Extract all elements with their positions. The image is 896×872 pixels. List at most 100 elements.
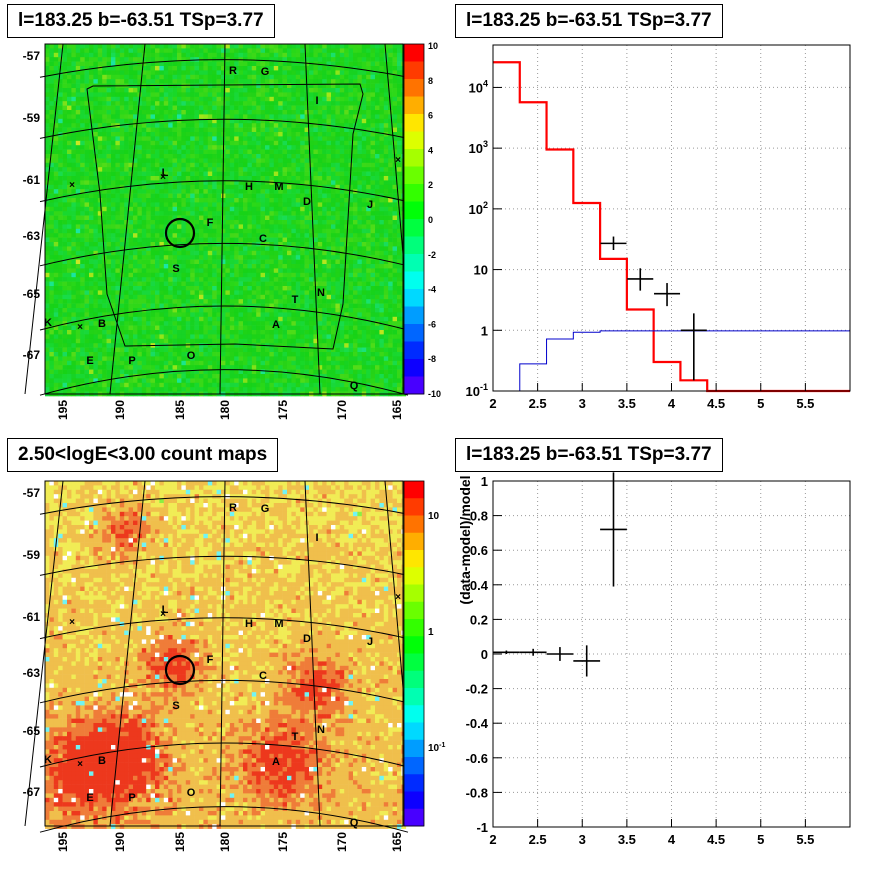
resid-map-pixel <box>133 176 138 181</box>
resid-map-pixel <box>89 180 94 186</box>
resid-map-pixel <box>326 308 332 313</box>
resid-map-pixel <box>243 294 248 300</box>
resid-map-pixel <box>366 290 371 296</box>
resid-map-pixel <box>348 233 354 238</box>
resid-map-pixel <box>260 66 266 71</box>
resid-map-pixel <box>71 303 77 309</box>
resid-map-pixel <box>181 158 187 164</box>
resid-map-pixel <box>335 286 341 291</box>
resid-map-pixel <box>353 272 358 278</box>
resid-map-pixel <box>326 224 332 230</box>
resid-map-pixel <box>177 206 182 212</box>
resid-map-pixel <box>366 92 371 98</box>
resid-map-pixel <box>75 79 81 84</box>
resid-map-pixel <box>155 105 160 111</box>
resid-map-pixel <box>177 149 182 155</box>
resid-map-pixel <box>221 281 226 287</box>
resid-map-pixel <box>84 215 90 221</box>
resid-map-pixel <box>80 83 85 89</box>
resid-map-pixel <box>379 118 385 124</box>
resid-map-pixel <box>102 140 107 146</box>
resid-map-pixel <box>243 299 248 304</box>
resid-map-pixel <box>273 61 279 67</box>
resid-map-pixel <box>159 52 165 58</box>
resid-map-pixel <box>163 79 169 84</box>
resid-map-pixel <box>194 184 200 190</box>
resid-map-pixel <box>155 123 160 128</box>
resid-map-pixel <box>194 74 200 80</box>
resid-map-pixel <box>353 286 358 291</box>
resid-map-pixel <box>45 176 50 181</box>
resid-map-pixel <box>163 290 169 296</box>
resid-map-pixel <box>181 57 187 62</box>
resid-map-pixel <box>111 264 116 269</box>
resid-map-pixel <box>300 233 305 238</box>
resid-map-pixel <box>185 101 191 106</box>
resid-map-pixel <box>181 281 187 287</box>
resid-map-pixel <box>379 246 385 252</box>
resid-map-pixel <box>265 277 270 282</box>
resid-map-pixel <box>62 123 68 128</box>
resid-map-pixel <box>392 268 398 274</box>
resid-map-pixel <box>256 114 261 120</box>
resid-map-pixel <box>75 233 81 238</box>
resid-map-pixel <box>234 167 239 172</box>
resid-map-pixel <box>199 140 204 146</box>
resid-map-pixel <box>146 198 151 203</box>
resid-map-pixel <box>207 66 213 71</box>
resid-map-pixel <box>141 154 147 159</box>
resid-map-pixel <box>357 211 363 216</box>
resid-map-pixel <box>216 66 222 71</box>
resid-map-pixel <box>93 308 99 313</box>
resid-map-pixel <box>102 149 107 155</box>
resid-map-pixel <box>115 180 121 186</box>
resid-map-pixel <box>317 268 323 274</box>
resid-map-pixel <box>128 233 134 238</box>
resid-map-pixel <box>133 154 138 159</box>
resid-map-pixel <box>111 61 116 67</box>
resid-map-pixel <box>221 114 226 120</box>
resid-map-pixel <box>146 44 151 49</box>
resid-map-pixel <box>256 255 261 260</box>
resid-map-pixel <box>207 118 213 124</box>
resid-map-pixel <box>357 228 363 234</box>
resid-map-pixel <box>300 48 305 54</box>
resid-map-pixel <box>71 118 77 124</box>
resid-map-pixel <box>247 246 253 252</box>
resid-map-pixel <box>111 101 116 106</box>
resid-map-pixel <box>339 145 345 150</box>
resid-map-pixel <box>84 145 90 150</box>
resid-map-pixel <box>75 281 81 287</box>
resid-map-pixel <box>102 215 107 221</box>
resid-map-pixel <box>194 281 200 287</box>
resid-map-pixel <box>322 303 327 309</box>
resid-map-pixel <box>172 101 178 106</box>
resid-map-pixel <box>260 101 266 106</box>
resid-map-pixel <box>317 101 323 106</box>
resid-map-pixel <box>392 123 398 128</box>
resid-map-pixel <box>102 44 107 49</box>
resid-map-pixel <box>49 268 55 274</box>
resid-map-pixel <box>106 215 112 221</box>
resid-map-pixel <box>133 74 138 80</box>
resid-map-pixel <box>80 110 85 115</box>
resid-map-pixel <box>300 281 305 287</box>
resid-map-pixel <box>185 250 191 256</box>
resid-map-pixel <box>124 66 129 71</box>
resid-map-pixel <box>84 281 90 287</box>
resid-map-pixel <box>313 66 319 71</box>
resid-map-pixel <box>216 202 222 208</box>
resid-map-pixel <box>300 294 305 300</box>
resid-map-pixel <box>247 202 253 208</box>
resid-map-pixel <box>199 281 204 287</box>
resid-map-pixel <box>53 132 59 137</box>
resid-map-pixel <box>287 264 292 269</box>
resid-map-pixel <box>67 61 72 67</box>
resid-map-pixel <box>304 154 310 159</box>
resid-map-pixel <box>225 171 231 177</box>
resid-map-pixel <box>331 118 336 124</box>
resid-map-pixel <box>309 272 314 278</box>
resid-map-pixel <box>379 250 385 256</box>
resid-map-pixel <box>216 154 222 159</box>
resid-map-pixel <box>159 303 165 309</box>
